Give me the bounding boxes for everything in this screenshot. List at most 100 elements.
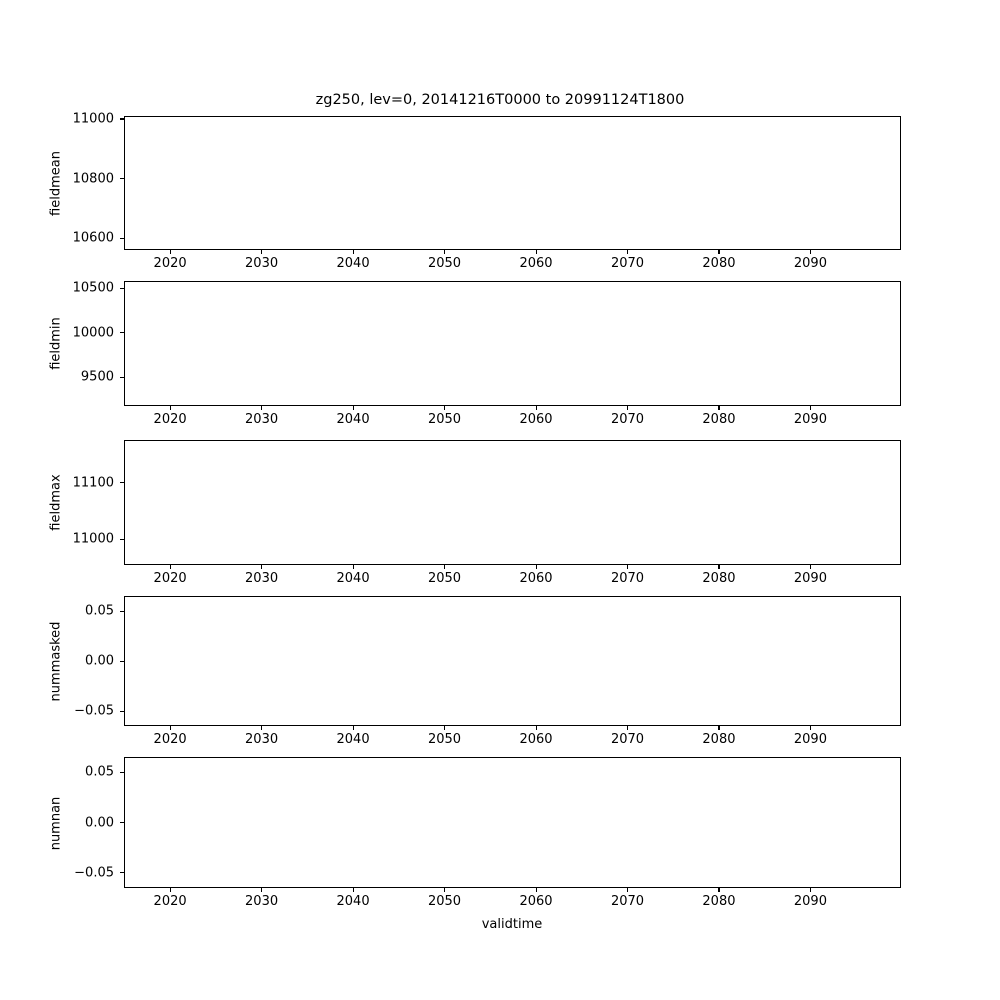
xtick-mark [626, 565, 629, 569]
ytick-label: −0.05 [74, 703, 114, 719]
ytick-mark [120, 287, 124, 289]
xtick-mark [718, 250, 720, 254]
ytick-mark [120, 660, 124, 662]
xtick-mark [809, 888, 812, 892]
xtick-mark [535, 250, 537, 254]
ytick-mark [120, 710, 124, 712]
axes-frame-numnan [124, 757, 901, 888]
ytick-mark [120, 610, 124, 612]
panel-nummasked [124, 596, 901, 726]
xtick-label: 2070 [610, 571, 645, 586]
ytick-label: 11000 [72, 111, 114, 127]
xtick-label: 2030 [245, 256, 279, 271]
panel-numnan [124, 757, 901, 888]
xtick-mark [444, 250, 446, 254]
xtick-mark [535, 565, 537, 569]
xtick-mark [626, 250, 629, 254]
xtick-mark [261, 250, 263, 254]
figure-title: zg250, lev=0, 20141216T0000 to 20991124T… [315, 92, 685, 108]
ytick-mark [120, 538, 124, 541]
xtick-mark [444, 565, 446, 569]
ytick-mark [120, 376, 124, 379]
xtick-mark [444, 406, 446, 410]
xtick-label: 2060 [519, 732, 553, 747]
xlabel: validtime [481, 917, 543, 932]
xtick-mark [261, 406, 263, 410]
xtick-label: 2050 [427, 732, 462, 747]
xtick-mark [169, 565, 171, 569]
xtick-label: 2020 [153, 256, 187, 271]
panel-fieldmin [124, 281, 901, 406]
xtick-label: 2060 [519, 894, 553, 909]
xtick-mark [809, 250, 812, 254]
xtick-mark [626, 406, 629, 410]
axes-frame-nummasked [124, 596, 901, 726]
xtick-mark [352, 565, 354, 569]
xtick-label: 2060 [519, 412, 553, 427]
xtick-mark [535, 726, 537, 730]
panel-fieldmean [124, 116, 901, 250]
xtick-mark [809, 565, 812, 569]
ytick-mark [120, 332, 124, 334]
xtick-label: 2080 [702, 894, 736, 909]
xtick-label: 2090 [793, 256, 827, 271]
xtick-label: 2080 [702, 412, 736, 427]
xtick-mark [261, 888, 263, 892]
xtick-label: 2040 [336, 412, 370, 427]
xtick-label: 2060 [519, 256, 553, 271]
xtick-label: 2030 [245, 732, 279, 747]
ytick-label: 0.00 [85, 815, 114, 830]
ytick-label: 10500 [72, 280, 114, 296]
xtick-label: 2020 [153, 412, 187, 427]
xtick-label: 2030 [245, 894, 279, 909]
xtick-mark [169, 250, 171, 254]
xtick-mark [444, 888, 446, 892]
ytick-label: 0.05 [85, 603, 114, 619]
ytick-label: −0.05 [74, 865, 114, 881]
xtick-mark [261, 726, 263, 730]
xtick-mark [352, 888, 354, 892]
ytick-label: 0.00 [85, 653, 114, 669]
ytick-label: 10000 [72, 325, 114, 341]
xtick-label: 2020 [153, 571, 187, 586]
xtick-label: 2090 [793, 412, 827, 427]
xtick-label: 2040 [336, 732, 370, 747]
xtick-mark [626, 726, 629, 730]
xtick-mark [718, 888, 720, 892]
xtick-label: 2060 [519, 571, 553, 586]
xtick-mark [169, 888, 171, 892]
xtick-mark [809, 406, 812, 410]
xtick-label: 2090 [793, 894, 827, 909]
ytick-mark [120, 237, 124, 239]
xtick-mark [169, 406, 171, 410]
xtick-label: 2070 [610, 732, 645, 747]
xtick-label: 2090 [793, 732, 827, 747]
axes-frame-fieldmean [124, 116, 901, 250]
ylabel-fieldmin: fieldmin [48, 317, 64, 370]
ytick-mark [120, 118, 124, 120]
xtick-label: 2070 [610, 412, 645, 427]
ytick-label: 10600 [72, 230, 114, 246]
xtick-mark [626, 888, 629, 892]
xtick-label: 2080 [702, 571, 736, 586]
xtick-mark [444, 726, 446, 730]
ytick-label: 0.05 [85, 764, 114, 780]
ytick-mark [120, 482, 124, 484]
xtick-label: 2050 [427, 894, 462, 909]
panel-fieldmax [124, 440, 901, 565]
xtick-label: 2030 [245, 571, 279, 586]
xtick-mark [809, 726, 812, 730]
ytick-mark [120, 771, 124, 773]
ytick-mark [120, 178, 124, 180]
xtick-mark [718, 406, 720, 410]
xtick-label: 2020 [153, 732, 187, 747]
xtick-mark [535, 888, 537, 892]
axes-frame-fieldmin [124, 281, 901, 406]
xtick-label: 2070 [610, 894, 645, 909]
ytick-label: 10800 [72, 171, 114, 187]
xtick-label: 2070 [610, 256, 645, 271]
xtick-mark [535, 406, 537, 410]
xtick-mark [261, 565, 263, 569]
xtick-label: 2040 [336, 571, 370, 586]
